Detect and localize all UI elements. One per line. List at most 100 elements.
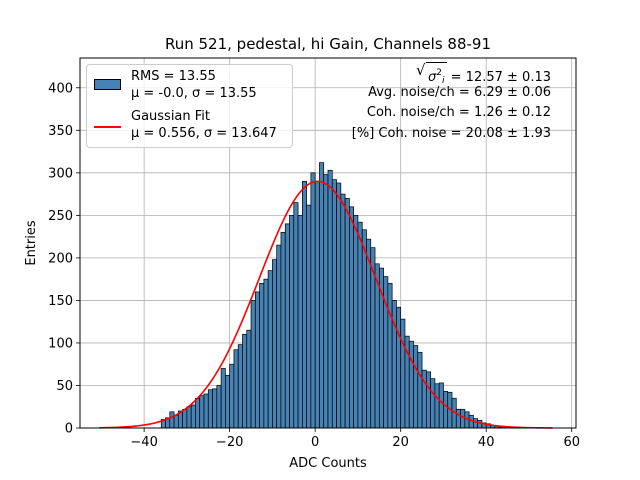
x-axis-ticks: −40 −20 0 20 40 60 [130,428,580,450]
histogram-bar [438,382,444,429]
histogram-bar [289,215,295,429]
sqrt-sigma-i-squared: √ σ2i [416,61,447,92]
legend-swatch-histogram [94,79,121,90]
x-tick-label: 20 [392,435,409,450]
histogram-bar [267,270,273,429]
y-tick-label: 350 [48,124,73,139]
histogram-bar [434,383,440,429]
histogram-bar [199,395,205,429]
y-tick-label: 400 [48,81,73,96]
histogram-bar [207,389,213,429]
legend-swatch-fit [94,126,121,128]
histogram-bar [477,419,483,429]
legend: RMS = 13.55 μ = -0.0, σ = 13.55 Gaussian… [86,64,293,148]
histogram-bar [349,206,355,429]
legend-fit-params: μ = 0.556, σ = 13.647 [131,126,277,141]
histogram-bar [353,215,359,429]
histogram-bar [443,391,449,429]
histogram-bar [203,393,209,429]
histogram-bar [408,340,414,429]
x-tick-label: 0 [311,435,319,450]
histogram-bar [417,351,423,429]
histogram-bar [319,162,325,429]
y-tick-label: 250 [48,209,73,224]
histogram-bars [160,162,508,429]
histogram-bar [473,418,479,429]
y-tick-label: 100 [48,336,73,351]
coh-noise-pct-annotation: [%] Coh. noise = 20.08 ± 1.93 [351,125,551,141]
histogram-bar [263,278,269,429]
histogram-bar [314,180,320,429]
histogram-bar [182,408,188,429]
histogram-bar [400,318,406,429]
x-tick-label: 60 [563,435,580,450]
legend-hist-rms: RMS = 13.55 [131,69,216,84]
avg-noise-annotation: Avg. noise/ch = 6.29 ± 0.06 [368,84,551,100]
histogram-bar [242,334,248,429]
histogram-bar [336,182,342,429]
histogram-bar [430,378,436,429]
histogram-bar [216,385,222,429]
gaussian-fit-line [99,180,553,429]
histogram-bar [272,259,278,429]
histogram-bar [280,232,286,429]
histogram-bar [301,180,307,429]
histogram-bar [195,397,201,429]
histogram-bar [361,229,367,429]
legend-hist-params: μ = -0.0, σ = 13.55 [131,86,257,101]
coh-noise-annotation: Coh. noise/ch = 1.26 ± 0.12 [366,105,551,120]
histogram-bar [276,244,282,429]
histogram-bar [387,283,393,429]
histogram-bar [186,406,192,429]
x-tick-label: 40 [478,435,495,450]
histogram-bar [323,174,329,429]
histogram-bar [413,345,419,429]
x-tick-label: −20 [216,435,243,450]
histogram-bar [169,411,175,429]
histogram-bar [259,283,265,429]
histogram-bar [310,172,316,429]
histogram-bar [237,344,243,429]
histogram-bar [357,221,363,429]
sigma-i-value: = 12.57 ± 0.13 [450,70,551,85]
histogram-bar [396,306,402,429]
histogram-bar [233,349,239,429]
histogram-bar [455,408,461,429]
x-axis-label: ADC Counts [289,456,367,471]
histogram-bar [220,368,226,429]
legend-fit-name: Gaussian Fit [131,109,211,124]
histogram-bar [293,202,299,429]
chart-title: Run 521, pedestal, hi Gain, Channels 88-… [165,35,491,53]
histogram-bar [173,414,179,429]
y-axis-ticks: 0 50 100 150 200 250 300 350 400 [48,81,80,437]
histogram-bar [327,169,333,429]
histogram-bar [331,179,337,429]
histogram-bar [460,408,466,429]
x-tick-label: −40 [130,435,157,450]
histogram-bar [284,223,290,429]
histogram-bar [254,291,260,429]
histogram-bar [425,371,431,429]
histogram-bar [306,204,312,429]
histogram-bar [246,329,252,429]
histogram-bar [229,363,235,429]
y-tick-label: 200 [48,251,73,266]
histogram-bar [340,193,346,429]
plot-frame [79,57,577,429]
sigma-i-annotation: √ σ2i = 12.57 ± 0.13 [352,61,551,86]
histogram-bar [212,388,218,429]
stats-annotations: √ σ2i = 12.57 ± 0.13 Avg. noise/ch = 6.29… [351,61,551,144]
y-tick-label: 300 [48,166,73,181]
y-tick-label: 50 [56,379,73,394]
histogram-bar [250,300,256,429]
y-axis-label: Entries [24,220,39,266]
histogram-bar [190,404,196,429]
histogram-bar [366,238,372,429]
y-tick-label: 150 [48,294,73,309]
histogram-bar [225,374,231,429]
y-tick-label: 0 [65,422,73,437]
histogram-bar [297,215,303,429]
histogram-bar [374,263,380,429]
histogram-bar [344,197,350,429]
